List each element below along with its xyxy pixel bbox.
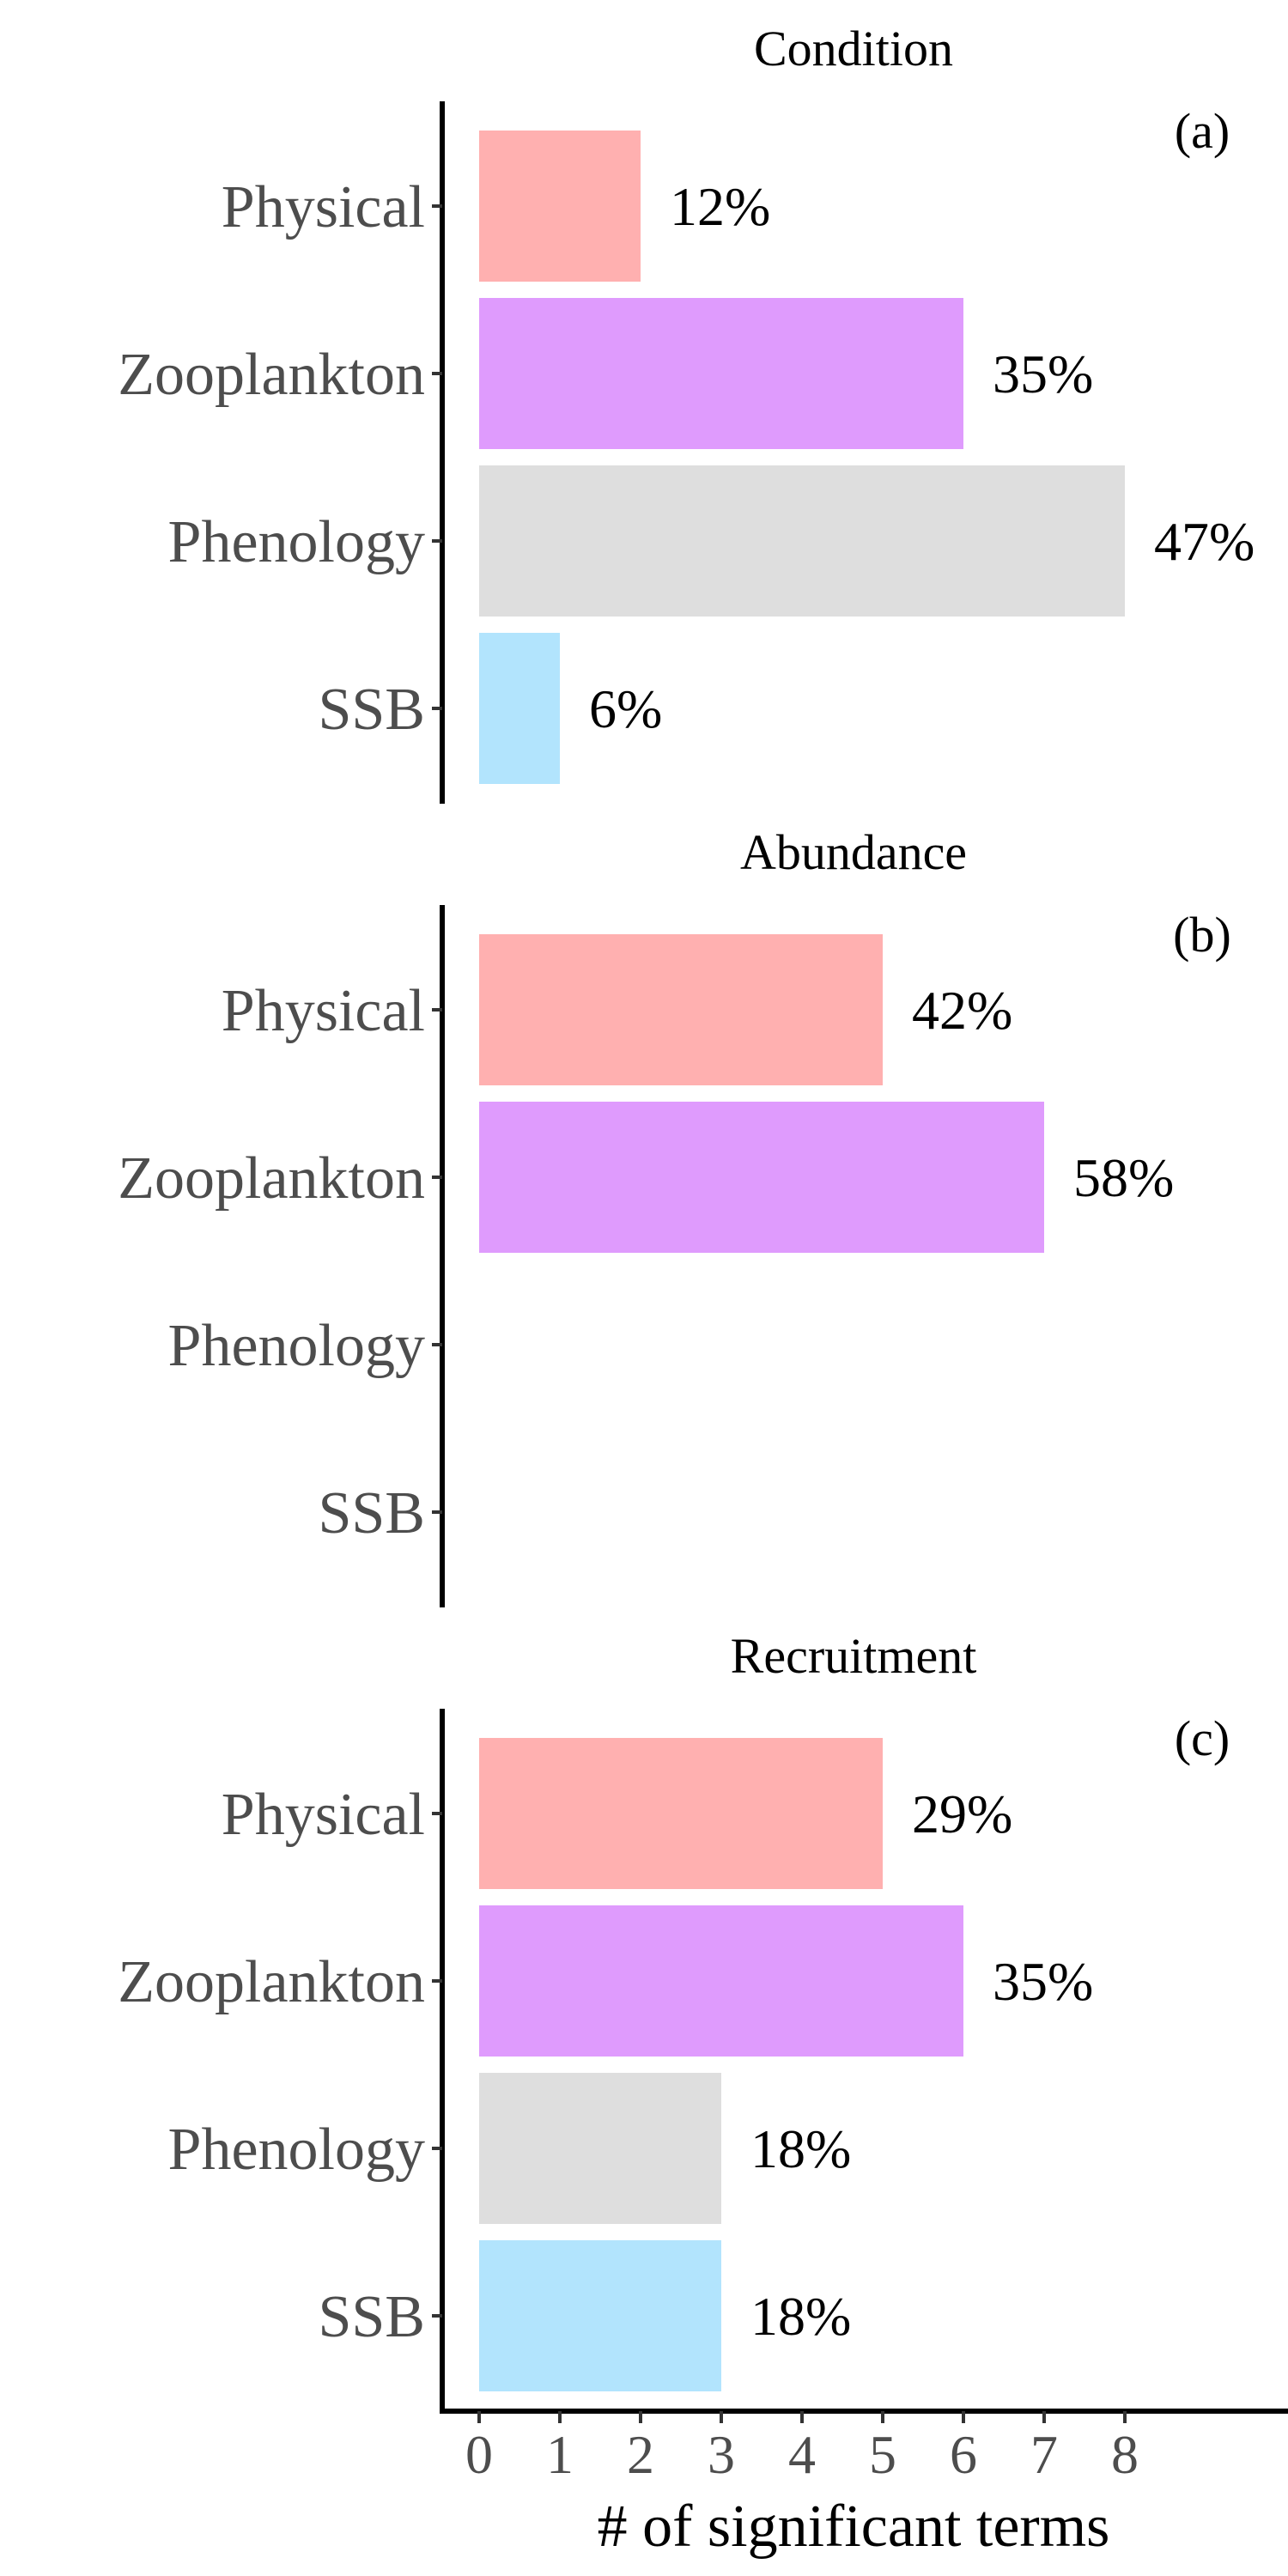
category-label-physical: Physical bbox=[222, 978, 425, 1044]
panel-tag: (c) bbox=[1175, 1710, 1230, 1766]
category-label-zooplankton: Zooplankton bbox=[118, 1949, 425, 2015]
category-label-phenology: Phenology bbox=[168, 509, 425, 575]
bar-phenology bbox=[479, 2073, 721, 2224]
category-label-phenology: Phenology bbox=[168, 1313, 425, 1379]
bar-value-label: 29% bbox=[912, 1783, 1012, 1844]
category-label-physical: Physical bbox=[222, 174, 425, 240]
x-tick-label: 1 bbox=[546, 2424, 574, 2485]
panels: Condition (a) Physical 12% Zooplankton 35% Phe… bbox=[118, 21, 1255, 2414]
bar-ssb bbox=[479, 2240, 721, 2391]
panel-recruitment: Recruitment (c) Physical 29% Zooplankton 35% P… bbox=[118, 1628, 1230, 2414]
panel-condition: Condition (a) Physical 12% Zooplankton 35% Phe… bbox=[118, 21, 1255, 804]
bar-value-label: 6% bbox=[589, 678, 662, 739]
bar-value-label: 12% bbox=[670, 176, 770, 237]
category-label-phenology: Phenology bbox=[168, 2117, 425, 2183]
bar-physical bbox=[479, 1738, 883, 1889]
bar-zooplankton bbox=[479, 1905, 963, 2057]
bar-value-label: 47% bbox=[1154, 511, 1255, 572]
bar-zooplankton bbox=[479, 298, 963, 449]
panel-tag: (a) bbox=[1175, 103, 1230, 159]
x-tick-label: 5 bbox=[869, 2424, 896, 2485]
panel-tag: (b) bbox=[1173, 907, 1231, 963]
x-tick-label: 7 bbox=[1030, 2424, 1058, 2485]
bar-phenology bbox=[479, 465, 1125, 617]
x-tick-label: 6 bbox=[950, 2424, 977, 2485]
category-label-ssb: SSB bbox=[318, 1480, 425, 1546]
panel-title: Condition bbox=[754, 21, 953, 76]
x-tick-label: 4 bbox=[788, 2424, 816, 2485]
x-axis-title: # of significant terms bbox=[598, 2494, 1110, 2560]
bar-physical bbox=[479, 131, 641, 282]
bar-ssb bbox=[479, 633, 560, 784]
bar-value-label: 35% bbox=[993, 1951, 1093, 2012]
x-tick-label: 8 bbox=[1111, 2424, 1139, 2485]
x-tick-label: 3 bbox=[708, 2424, 735, 2485]
category-label-ssb: SSB bbox=[318, 677, 425, 743]
bar-value-label: 42% bbox=[912, 980, 1012, 1041]
category-label-zooplankton: Zooplankton bbox=[118, 1145, 425, 1212]
category-label-ssb: SSB bbox=[318, 2284, 425, 2350]
bar-value-label: 58% bbox=[1073, 1147, 1174, 1208]
category-label-zooplankton: Zooplankton bbox=[118, 342, 425, 408]
bar-value-label: 18% bbox=[750, 2286, 851, 2347]
x-tick-label: 0 bbox=[465, 2424, 493, 2485]
bar-zooplankton bbox=[479, 1102, 1044, 1253]
panel-title: Recruitment bbox=[731, 1628, 977, 1684]
bar-value-label: 18% bbox=[750, 2118, 851, 2179]
panel-abundance: Abundance (b) Physical 42% Zooplankton 58% Phe… bbox=[118, 824, 1231, 1607]
category-label-physical: Physical bbox=[222, 1782, 425, 1848]
bar-physical bbox=[479, 934, 883, 1085]
bar-value-label: 35% bbox=[993, 343, 1093, 404]
panel-title: Abundance bbox=[740, 824, 967, 880]
x-tick-label: 2 bbox=[627, 2424, 654, 2485]
